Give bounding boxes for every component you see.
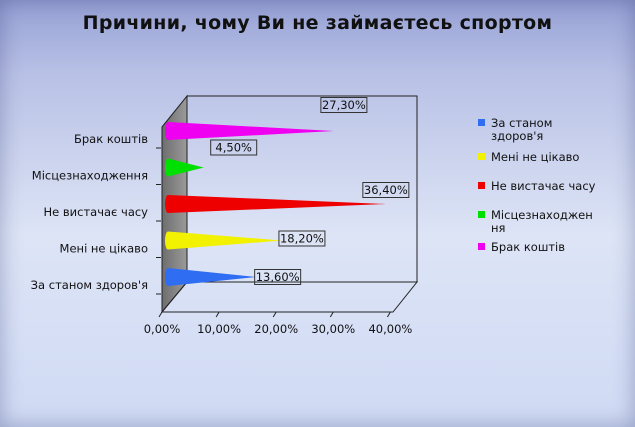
legend-label: здоров'я [491,129,544,143]
legend-label: Не вистачає часу [491,179,596,193]
x-tick-label: 30,00% [311,322,355,336]
x-tick-label: 0,00% [144,322,181,336]
legend-item: Брак коштів [478,241,598,254]
legend-label: Брак коштів [491,240,566,254]
legend-swatch [478,211,485,218]
x-tick-mark [158,311,163,318]
bar-3 [168,158,204,177]
data-label: 4,50% [215,141,252,155]
x-tick-label: 20,00% [254,322,298,336]
bar-base-0 [165,268,171,286]
x-tick-mark [215,311,220,318]
chart-legend: За станом здоров'я Мені не цікаво Не вистач… [478,117,598,254]
data-label-box [362,182,410,198]
data-label: 27,30% [322,98,366,112]
category-label: За станом здоров'я [31,278,148,292]
category-label: Брак коштів [74,132,148,146]
x-tick-mark [272,311,277,318]
category-label: Місцезнаходження [32,169,148,183]
legend-item: Не вистачає часу [478,180,598,193]
category-label: Мені не цікаво [60,242,148,256]
legend-label: Мені не цікаво [491,150,580,164]
bar-0 [168,268,256,286]
data-label-box [278,230,326,247]
bar-1 [168,231,282,250]
bar-base-1 [165,231,171,250]
data-label-box [210,139,258,156]
category-label: Не вистачає часу [44,205,149,219]
bar-4 [168,122,334,140]
legend-label: Місцезнаходжен [491,208,593,222]
chart-floor [160,281,419,313]
bar-base-2 [165,195,171,213]
data-label-box [254,269,302,285]
x-tick-mark [386,311,391,318]
legend-swatch [478,182,485,189]
x-tick-label: 10,00% [197,322,241,336]
data-label: 18,20% [280,232,324,246]
legend-item: Місцезнаходжен ня [478,209,598,235]
bar-base-3 [165,158,171,177]
legend-label: ня [491,221,506,235]
legend-swatch [478,243,485,250]
legend-swatch [478,153,485,160]
legend-item: Мені не цікаво [478,151,598,164]
bar-2 [168,195,386,213]
data-label: 13,60% [256,270,300,284]
data-label: 36,40% [364,183,408,197]
data-label-box [320,97,368,113]
legend-swatch [478,119,485,126]
x-tick-mark [329,311,334,318]
chart-title: Причини, чому Ви не займаєтесь спортом [82,12,553,34]
legend-item: За станом здоров'я [478,117,598,143]
x-tick-label: 40,00% [368,322,412,336]
bar-base-4 [165,122,171,140]
legend-label: За станом [491,116,553,130]
